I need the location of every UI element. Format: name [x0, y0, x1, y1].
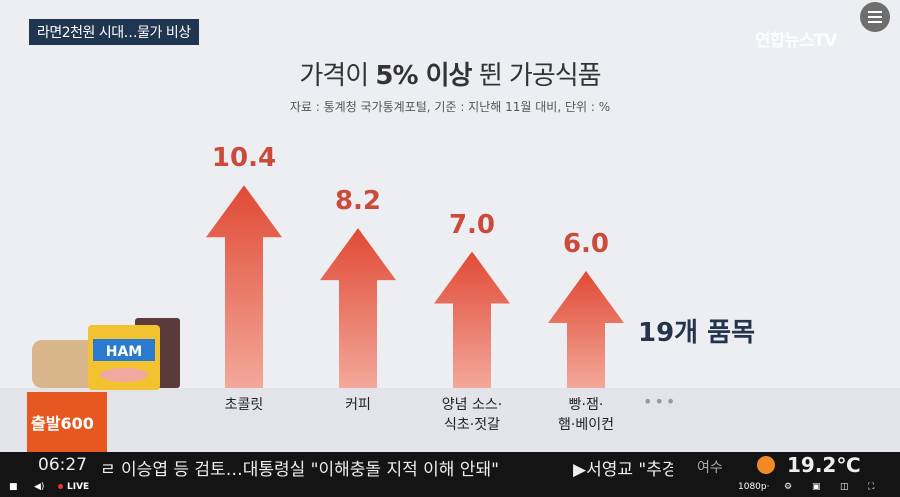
arrow-bar-2: [434, 251, 510, 388]
floor-strip: [0, 388, 900, 452]
quality-button[interactable]: 1080p·: [738, 482, 770, 492]
program-logo: 출발600: [27, 392, 107, 452]
video-frame[interactable]: 라면2천원 시대…물가 비상 연합뉴스TV 가격이 5% 이상 뛴 가공식품 자…: [0, 0, 900, 452]
live-badge[interactable]: LIVE: [58, 482, 89, 492]
chart-title: 가격이 5% 이상 뛴 가공식품: [299, 61, 601, 91]
category-label: 양념 소스· 식초·젓갈: [441, 397, 503, 433]
category-label: 빵·잼· 햄·베이컨: [558, 397, 614, 433]
news-ticker: 06:27 ㄹ 이승엽 등 검토…대통령실 "이해충돌 지적 이해 안돼" ▶서…: [0, 452, 900, 480]
weather-icon: [757, 456, 775, 474]
value-label: 7.0: [448, 209, 496, 240]
clock: 06:27: [38, 455, 87, 475]
channel-logo: 연합뉴스TV: [755, 31, 837, 51]
annotation: 19개 품목: [638, 318, 755, 348]
category-label: 커피: [345, 397, 371, 413]
chart-arrows: [206, 185, 624, 388]
settings-icon[interactable]: ⚙: [784, 482, 793, 492]
value-label: 6.0: [562, 229, 610, 259]
arrow-bar-3: [548, 271, 624, 388]
category-label: 초콜릿: [224, 397, 264, 413]
arrow-bar-1: [320, 228, 396, 388]
fullscreen-icon[interactable]: ⛶: [868, 482, 875, 492]
chart-subtitle: 자료 : 통계청 국가통계포털, 기준 : 지난해 11월 대비, 단위 : %: [289, 100, 611, 114]
value-label: 8.2: [334, 186, 382, 217]
ticker-headline-next: ▶서영교 "추경: [573, 460, 673, 480]
news-caption: 라면2천원 시대…물가 비상: [29, 19, 199, 45]
food-illustration: HAM: [32, 318, 180, 390]
weather-city: 여수: [697, 460, 723, 476]
volume-icon[interactable]: ◀): [34, 482, 45, 492]
player-controls: ■ ◀) LIVE 1080p· ⚙ ▣ ◫ ⛶: [0, 479, 900, 497]
svg-text:HAM: HAM: [106, 344, 142, 360]
arrow-bar-0: [206, 185, 282, 388]
value-label: 10.4: [211, 143, 277, 174]
ticker-headline: ㄹ 이승엽 등 검토…대통령실 "이해충돌 지적 이해 안돼": [100, 460, 499, 480]
weather-temp: 19.2℃: [787, 453, 861, 477]
menu-button[interactable]: [860, 2, 890, 32]
miniplayer-icon[interactable]: ▣: [812, 482, 821, 492]
stop-icon[interactable]: ■: [9, 482, 18, 492]
more-dots: •••: [643, 392, 678, 411]
theater-icon[interactable]: ◫: [840, 482, 849, 492]
